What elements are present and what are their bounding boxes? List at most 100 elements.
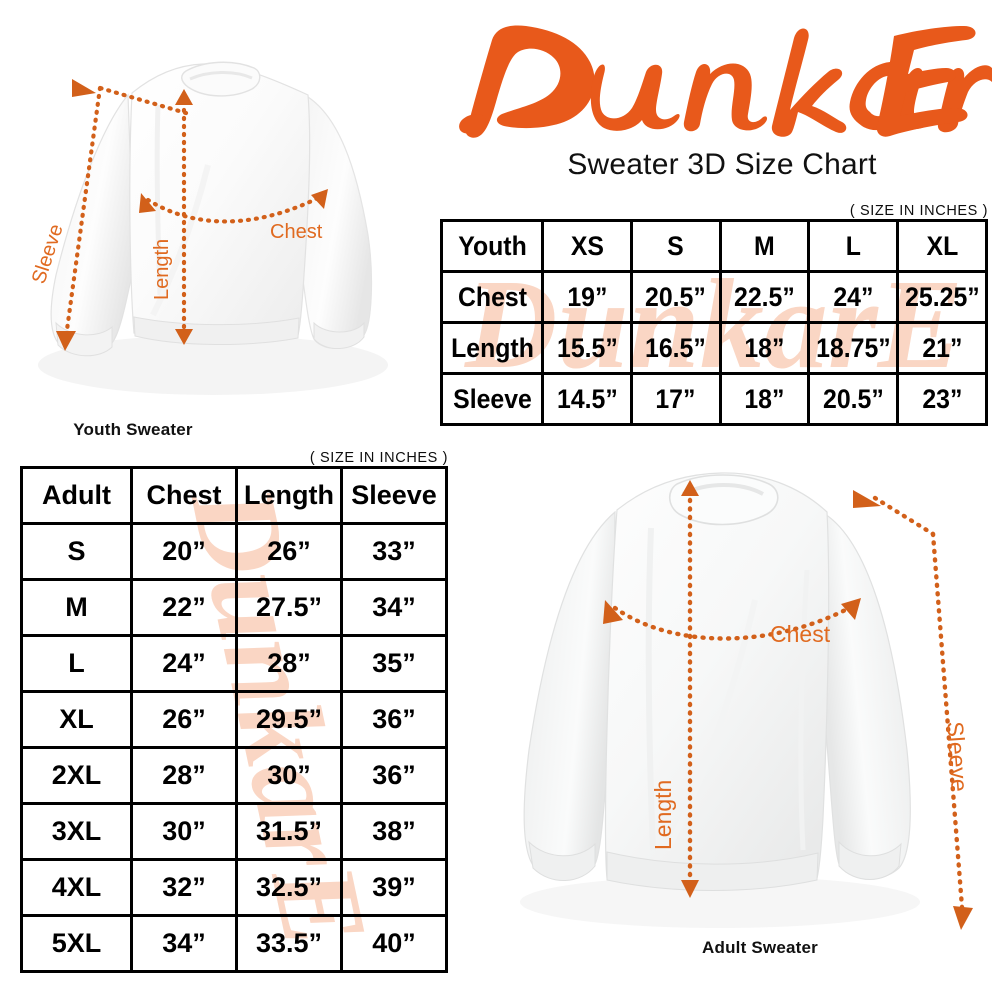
adult-row-label-xl: XL bbox=[20, 690, 133, 749]
adult-sweater-figure: Chest Length Sleeve bbox=[455, 450, 1000, 950]
youth-sleeve-l: 20.5” bbox=[811, 372, 896, 426]
youth-chest-m: 22.5” bbox=[722, 270, 807, 324]
youth-sleeve-m: 18” bbox=[722, 372, 807, 426]
youth-length-xs: 15.5” bbox=[544, 321, 630, 375]
adult-sweater-illustration: Chest Length Sleeve bbox=[520, 472, 973, 930]
youth-chest-xl: 25.25” bbox=[899, 270, 985, 324]
chest-arrow-line bbox=[612, 603, 856, 641]
adult-5xl-sleeve: 40” bbox=[340, 914, 448, 973]
sleeve-arrow-lower bbox=[63, 85, 103, 340]
length-label: Length bbox=[650, 780, 676, 850]
youth-sleeve-xs: 14.5” bbox=[544, 372, 630, 426]
youth-col-head-1: XS bbox=[544, 219, 630, 273]
youth-sleeve-s: 17” bbox=[633, 372, 718, 426]
adult-4xl-length: 32.5” bbox=[235, 858, 343, 917]
adult-l-sleeve: 35” bbox=[340, 634, 448, 693]
adult-4xl-sleeve: 39” bbox=[340, 858, 448, 917]
adult-xl-sleeve: 36” bbox=[340, 690, 448, 749]
table-row: S 20” 26” 33” bbox=[20, 522, 448, 581]
sleeve-arrow-upper bbox=[872, 495, 936, 537]
adult-row-label-s: S bbox=[20, 522, 133, 581]
adult-col-head-3: Sleeve bbox=[340, 466, 448, 525]
dunkare-logo bbox=[459, 25, 992, 138]
adult-row-label-l: L bbox=[20, 634, 133, 693]
youth-length-l: 18.75” bbox=[811, 321, 896, 375]
adult-l-length: 28” bbox=[235, 634, 343, 693]
table-row: 4XL 32” 32.5” 39” bbox=[20, 858, 448, 917]
youth-length-xl: 21” bbox=[899, 321, 985, 375]
adult-4xl-chest: 32” bbox=[130, 858, 238, 917]
youth-col-head-2: S bbox=[633, 219, 718, 273]
adult-xl-length: 29.5” bbox=[235, 690, 343, 749]
adult-col-head-2: Length bbox=[235, 466, 343, 525]
youth-size-table: Youth XS S M L XL Chest 19” 20.5” 22.5” … bbox=[440, 219, 988, 426]
adult-2xl-chest: 28” bbox=[130, 746, 238, 805]
adult-3xl-sleeve: 38” bbox=[340, 802, 448, 861]
adult-m-sleeve: 34” bbox=[340, 578, 448, 637]
sleeve-arrow-upper bbox=[97, 85, 189, 116]
youth-chest-l: 24” bbox=[811, 270, 896, 324]
page-title: Sweater 3D Size Chart bbox=[567, 148, 877, 181]
youth-row-label-length: Length bbox=[444, 321, 540, 375]
adult-row-label-3xl: 3XL bbox=[20, 802, 133, 861]
measurement-arrowheads bbox=[603, 480, 973, 930]
adult-row-label-4xl: 4XL bbox=[20, 858, 133, 917]
adult-m-chest: 22” bbox=[130, 578, 238, 637]
adult-table-header-row: Adult Chest Length Sleeve bbox=[20, 466, 448, 525]
youth-size-note: ( SIZE IN INCHES ) bbox=[849, 203, 988, 219]
youth-length-s: 16.5” bbox=[633, 321, 718, 375]
youth-sweater-caption: Youth Sweater bbox=[73, 420, 193, 439]
table-row: Chest 19” 20.5” 22.5” 24” 25.25” bbox=[442, 270, 987, 324]
youth-sweater-figure: Chest Length Sleeve bbox=[8, 35, 418, 415]
adult-xl-chest: 26” bbox=[130, 690, 238, 749]
table-row: 3XL 30” 31.5” 38” bbox=[20, 802, 448, 861]
measurement-arrowheads bbox=[56, 79, 328, 351]
youth-sweater-illustration: Chest Length Sleeve bbox=[28, 61, 388, 395]
youth-length-m: 18” bbox=[722, 321, 807, 375]
adult-row-label-m: M bbox=[20, 578, 133, 637]
brand-header: Sweater 3D Size Chart bbox=[452, 18, 992, 203]
youth-chest-xs: 19” bbox=[544, 270, 630, 324]
adult-3xl-chest: 30” bbox=[130, 802, 238, 861]
sleeve-arrow-lower bbox=[930, 531, 966, 923]
chest-arrow-line bbox=[145, 194, 323, 224]
table-row: M 22” 27.5” 34” bbox=[20, 578, 448, 637]
youth-chest-s: 20.5” bbox=[633, 270, 718, 324]
chest-label: Chest bbox=[270, 221, 323, 243]
table-row: Sleeve 14.5” 17” 18” 20.5” 23” bbox=[442, 372, 987, 426]
adult-col-head-0: Adult bbox=[20, 466, 133, 525]
adult-col-head-1: Chest bbox=[130, 466, 238, 525]
adult-row-label-2xl: 2XL bbox=[20, 746, 133, 805]
table-row: 5XL 34” 33.5” 40” bbox=[20, 914, 448, 973]
adult-size-table: Adult Chest Length Sleeve S 20” 26” 33” … bbox=[20, 466, 448, 973]
table-row: L 24” 28” 35” bbox=[20, 634, 448, 693]
length-label: Length bbox=[151, 239, 173, 300]
adult-3xl-length: 31.5” bbox=[235, 802, 343, 861]
youth-table-header-row: Youth XS S M L XL bbox=[442, 219, 987, 273]
table-row: Length 15.5” 16.5” 18” 18.75” 21” bbox=[442, 321, 987, 375]
youth-col-head-0: Youth bbox=[444, 219, 540, 273]
youth-size-table-section: ( SIZE IN INCHES ) DunkarE Youth XS S M … bbox=[440, 203, 988, 426]
adult-5xl-length: 33.5” bbox=[235, 914, 343, 973]
sleeve-label: Sleeve bbox=[942, 721, 973, 793]
adult-m-length: 27.5” bbox=[235, 578, 343, 637]
adult-s-sleeve: 33” bbox=[340, 522, 448, 581]
adult-s-chest: 20” bbox=[130, 522, 238, 581]
table-row: XL 26” 29.5” 36” bbox=[20, 690, 448, 749]
adult-size-note: ( SIZE IN INCHES ) bbox=[309, 450, 448, 466]
adult-5xl-chest: 34” bbox=[130, 914, 238, 973]
adult-row-label-5xl: 5XL bbox=[20, 914, 133, 973]
adult-2xl-sleeve: 36” bbox=[340, 746, 448, 805]
table-row: 2XL 28” 30” 36” bbox=[20, 746, 448, 805]
adult-l-chest: 24” bbox=[130, 634, 238, 693]
adult-s-length: 26” bbox=[235, 522, 343, 581]
adult-2xl-length: 30” bbox=[235, 746, 343, 805]
chest-label: Chest bbox=[770, 621, 831, 647]
youth-row-label-sleeve: Sleeve bbox=[444, 372, 540, 426]
youth-sleeve-xl: 23” bbox=[899, 372, 985, 426]
youth-row-label-chest: Chest bbox=[444, 270, 540, 324]
youth-col-head-3: M bbox=[722, 219, 807, 273]
adult-sweater-caption: Adult Sweater bbox=[702, 938, 818, 957]
youth-col-head-4: L bbox=[811, 219, 896, 273]
adult-size-table-section: ( SIZE IN INCHES ) DunkarE Adult Chest L… bbox=[20, 450, 448, 973]
